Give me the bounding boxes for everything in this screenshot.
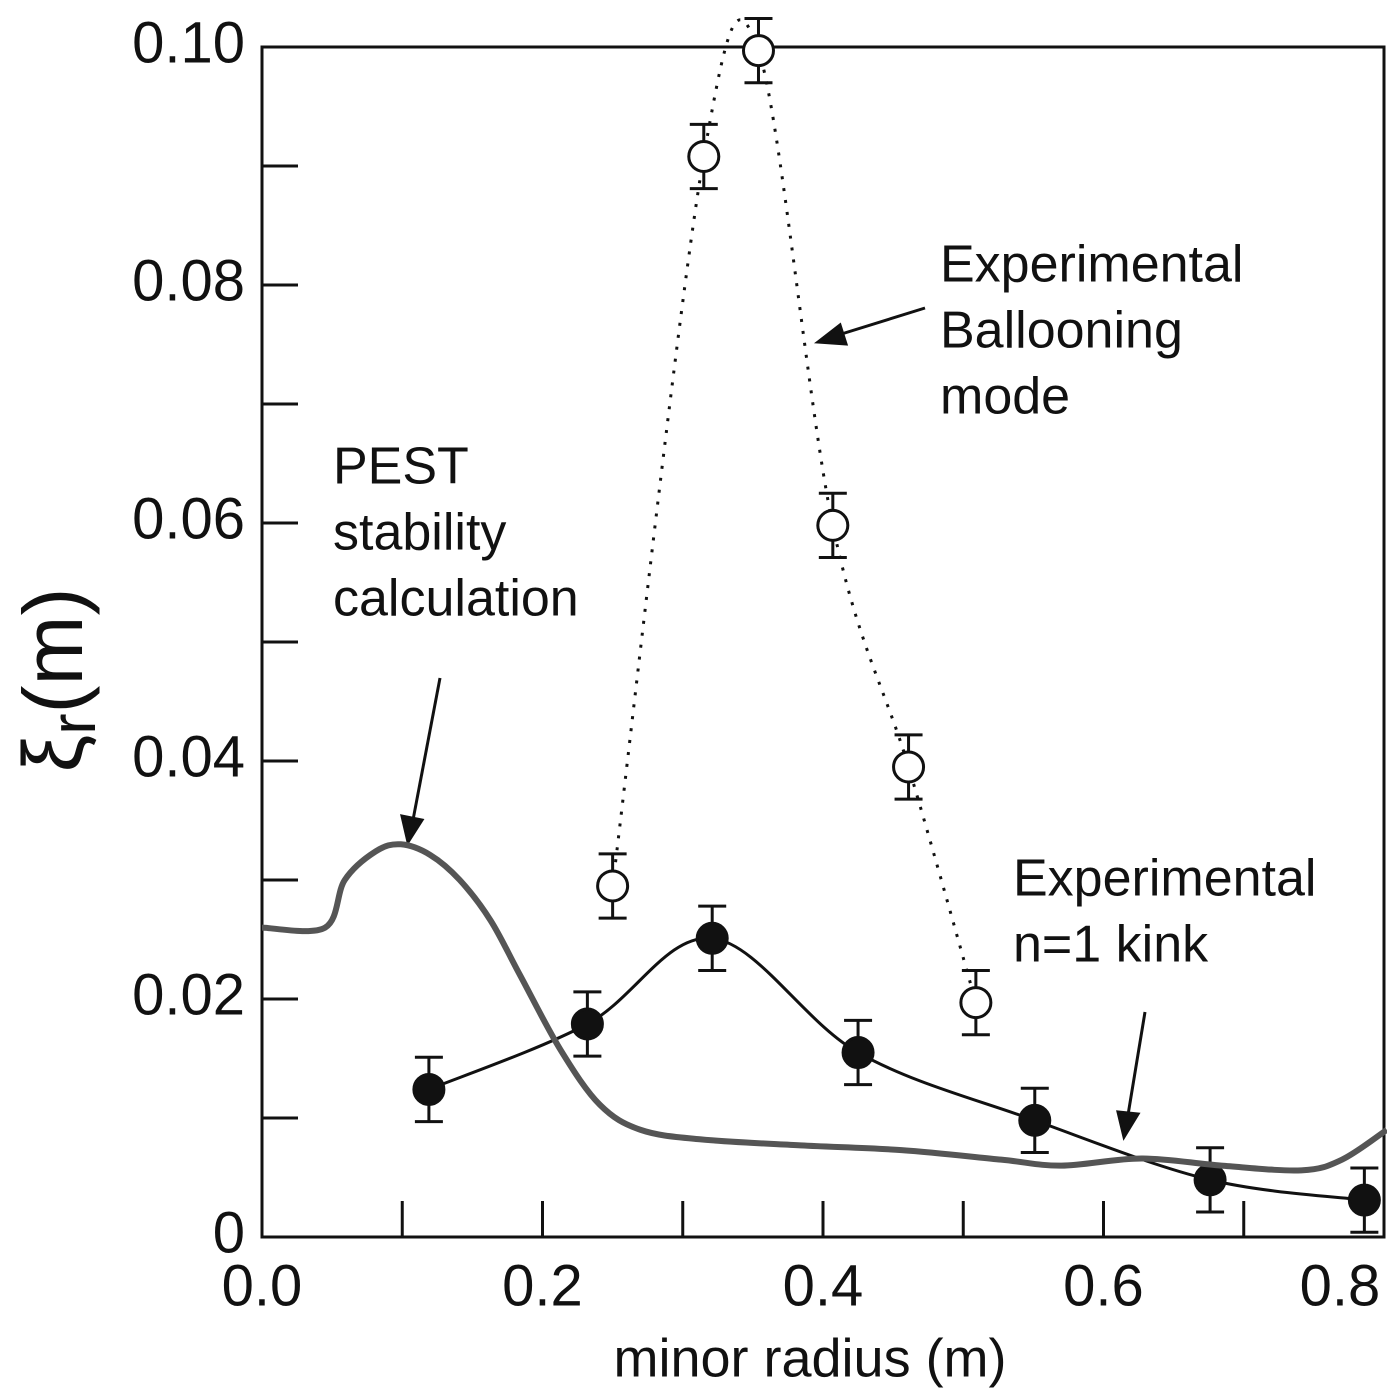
x-tick-label: 0.6	[1063, 1253, 1144, 1318]
series-line	[611, 18, 978, 1003]
annotation: PEST	[333, 438, 469, 496]
annotation: Experimental	[940, 236, 1243, 294]
arrow	[1126, 1011, 1147, 1116]
marker	[412, 1072, 446, 1106]
x-tick-label: 0.8	[1300, 1253, 1381, 1318]
annotation: calculation	[333, 570, 579, 628]
y-label-symbol: ξ	[6, 735, 100, 773]
y-label-unit: (m)	[6, 588, 100, 714]
annotation: Experimental	[1013, 850, 1316, 908]
series-line	[261, 841, 1387, 1174]
x-tick-label: 0.2	[502, 1253, 583, 1318]
y-axis-label: ξr(m)	[6, 588, 109, 773]
annotation: n=1 kink	[1013, 916, 1209, 974]
x-tick-label: 0.4	[783, 1253, 864, 1318]
annotation: stability	[333, 504, 506, 562]
marker	[596, 869, 630, 903]
y-tick-label: 0.04	[132, 724, 245, 789]
y-tick-label: 0.08	[132, 248, 245, 313]
marker	[816, 508, 850, 542]
x-axis-label: minor radius (m)	[613, 1328, 1006, 1388]
annotation: mode	[940, 368, 1070, 426]
y-tick-label: 0.06	[132, 486, 245, 551]
arrows	[400, 306, 1147, 1141]
arrowhead	[813, 322, 849, 346]
annotation: Ballooning	[940, 302, 1183, 360]
x-tick-label: 0.0	[222, 1253, 303, 1318]
arrow	[834, 306, 926, 338]
arrowhead	[1116, 1110, 1141, 1141]
marker	[695, 921, 729, 955]
marker	[1193, 1163, 1227, 1197]
marker	[570, 1007, 604, 1041]
arrowhead	[400, 814, 425, 846]
y-label-subscript: r	[37, 713, 109, 734]
marker	[1347, 1183, 1381, 1217]
y-tick-label: 0	[213, 1200, 245, 1265]
y-tick-label: 0.10	[132, 10, 245, 75]
marker	[687, 139, 721, 173]
marker	[741, 34, 775, 68]
y-tick-label: 0.02	[132, 962, 245, 1027]
marker	[892, 750, 926, 784]
marker	[841, 1036, 875, 1070]
marker	[1018, 1103, 1052, 1137]
marker	[959, 986, 993, 1020]
arrow	[411, 677, 442, 821]
